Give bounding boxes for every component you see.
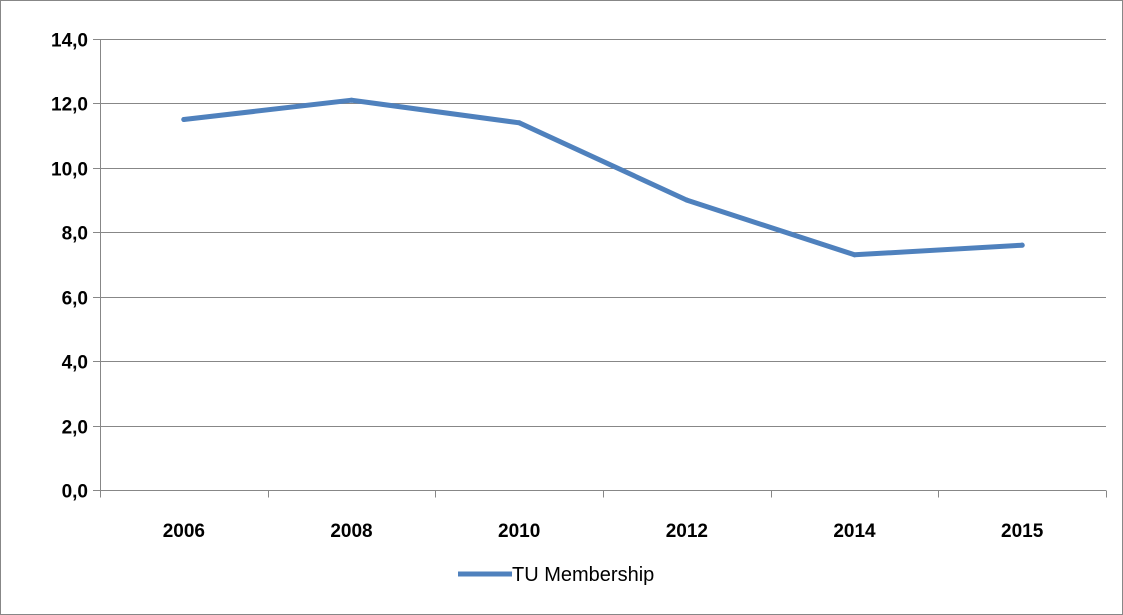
x-tick-labels: 2006 2008 2010 2012 2014 2015 (163, 521, 1044, 542)
y-tick-label: 10,0 (51, 160, 88, 181)
y-tick-label: 6,0 (62, 289, 88, 310)
y-tick-label: 14,0 (51, 31, 88, 52)
series-line-tu-membership (181, 97, 1025, 258)
data-point (516, 120, 522, 126)
legend-label-tu-membership: TU Membership (512, 564, 654, 586)
x-tick-label: 2006 (163, 521, 205, 542)
y-tick-label: 8,0 (62, 224, 88, 245)
data-point (1019, 242, 1025, 248)
axes (93, 39, 1107, 498)
data-point (852, 252, 857, 258)
y-tick-labels: 0,0 2,0 4,0 6,0 8,0 10,0 12,0 14,0 (51, 31, 88, 503)
data-point (684, 197, 690, 203)
x-tick-label: 2012 (666, 521, 708, 542)
x-tick-label: 2008 (330, 521, 372, 542)
data-point (349, 97, 354, 103)
legend: TU Membership (458, 564, 654, 586)
series-lines (181, 97, 1025, 258)
y-tick-label: 2,0 (62, 418, 88, 439)
data-point (181, 117, 187, 123)
gridlines (100, 39, 1106, 427)
y-tick-label: 12,0 (51, 95, 88, 116)
x-tick-label: 2014 (833, 521, 876, 542)
x-tick-label: 2010 (498, 521, 540, 542)
y-tick-label: 4,0 (62, 353, 88, 374)
y-tick-label: 0,0 (62, 482, 88, 503)
x-tick-label: 2015 (1001, 521, 1044, 542)
